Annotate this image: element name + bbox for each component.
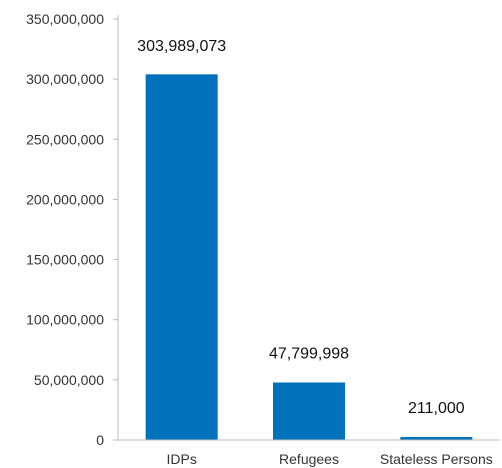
y-tick-label: 300,000,000 [26, 71, 104, 87]
bar [145, 74, 218, 440]
y-tick-label: 350,000,000 [26, 11, 104, 27]
y-tick-label: 50,000,000 [34, 372, 104, 388]
y-tick-label: 200,000,000 [26, 191, 104, 207]
category-label: IDPs [166, 451, 196, 467]
x-axis-labels: IDPs Refugees Stateless Persons [166, 451, 492, 467]
data-label: 303,989,073 [137, 38, 226, 55]
category-label: Stateless Persons [380, 451, 493, 467]
bar [400, 437, 473, 440]
data-label: 47,799,998 [269, 346, 349, 363]
bar-series [145, 74, 473, 440]
data-label: 211,000 [408, 400, 465, 417]
bar [273, 382, 345, 440]
y-tick-label: 100,000,000 [26, 312, 104, 328]
y-tick-label: 150,000,000 [26, 252, 104, 268]
y-axis-ticks: 0 50,000,000 100,000,000 150,000,000 200,000… [26, 11, 118, 448]
y-tick-label: 0 [96, 432, 104, 448]
category-label: Refugees [279, 451, 339, 467]
y-tick-label: 250,000,000 [26, 131, 104, 147]
data-labels: 303,989,073 47,799,998 211,000 [137, 38, 465, 417]
